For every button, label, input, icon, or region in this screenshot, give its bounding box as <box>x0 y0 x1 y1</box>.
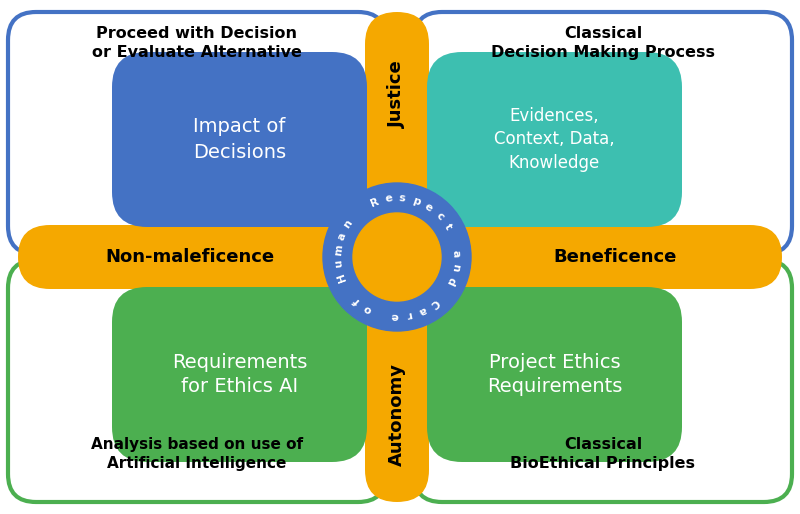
FancyBboxPatch shape <box>365 12 429 502</box>
Text: t: t <box>442 223 454 232</box>
Text: c: c <box>434 210 446 222</box>
Text: Impact of
Decisions: Impact of Decisions <box>193 118 286 161</box>
FancyBboxPatch shape <box>414 260 792 502</box>
Text: f: f <box>352 295 362 306</box>
FancyBboxPatch shape <box>8 12 386 254</box>
Text: Analysis based on use of
Artificial Intelligence: Analysis based on use of Artificial Inte… <box>91 437 303 471</box>
Text: R: R <box>369 196 381 209</box>
Text: p: p <box>410 195 422 207</box>
Text: n: n <box>450 263 461 272</box>
Text: Beneficence: Beneficence <box>554 248 677 266</box>
Text: e: e <box>423 201 434 213</box>
Text: u: u <box>333 259 344 268</box>
Text: a: a <box>336 231 348 241</box>
Text: Justice: Justice <box>388 60 406 128</box>
Text: C: C <box>428 297 440 309</box>
Text: Project Ethics
Requirements: Project Ethics Requirements <box>487 353 622 396</box>
Text: r: r <box>406 309 413 320</box>
Text: a: a <box>450 250 461 258</box>
Text: H: H <box>335 271 348 283</box>
Text: Requirements
for Ethics AI: Requirements for Ethics AI <box>172 353 307 396</box>
Text: a: a <box>417 304 427 317</box>
Text: n: n <box>342 217 354 230</box>
Text: s: s <box>398 193 406 204</box>
Text: Proceed with Decision
or Evaluate Alternative: Proceed with Decision or Evaluate Altern… <box>92 26 302 60</box>
Text: Non-maleficence: Non-maleficence <box>106 248 274 266</box>
Text: m: m <box>333 244 344 256</box>
FancyBboxPatch shape <box>427 52 682 227</box>
FancyBboxPatch shape <box>112 287 367 462</box>
FancyBboxPatch shape <box>8 260 386 502</box>
FancyBboxPatch shape <box>427 287 682 462</box>
Text: Evidences,
Context, Data,
Knowledge: Evidences, Context, Data, Knowledge <box>494 107 615 172</box>
Text: d: d <box>445 276 457 287</box>
Circle shape <box>353 213 441 301</box>
Text: Classical
BioEthical Principles: Classical BioEthical Principles <box>510 437 695 471</box>
FancyBboxPatch shape <box>112 52 367 227</box>
FancyBboxPatch shape <box>18 225 782 289</box>
Text: e: e <box>391 311 399 321</box>
Text: e: e <box>384 193 393 204</box>
Text: Classical
Decision Making Process: Classical Decision Making Process <box>491 26 715 60</box>
Circle shape <box>323 183 471 331</box>
Text: Autonomy: Autonomy <box>388 362 406 466</box>
Text: o: o <box>362 302 374 315</box>
FancyBboxPatch shape <box>414 12 792 254</box>
